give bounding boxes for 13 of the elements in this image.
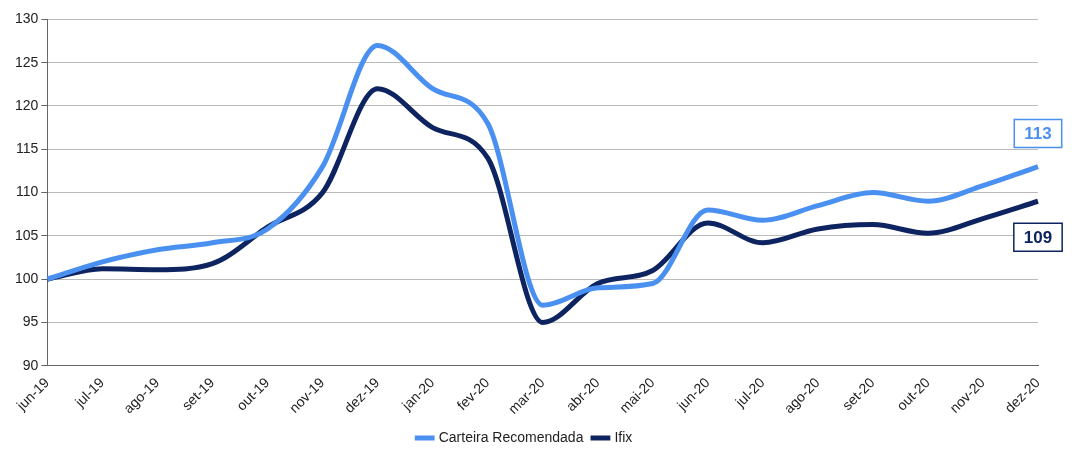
legend-label: Ifix [614, 428, 633, 445]
y-tick-label: 100 [15, 270, 39, 287]
y-tick-label: 120 [15, 96, 39, 113]
y-tick-label: 110 [16, 183, 39, 200]
y-tick-label: 130 [15, 10, 39, 27]
y-tick-label: 115 [16, 140, 39, 157]
data-label: 109 [1023, 227, 1053, 247]
legend-label: Carteira Recomendada [438, 428, 584, 445]
y-tick-label: 90 [22, 356, 39, 373]
y-tick-label: 105 [15, 226, 39, 243]
data-label: 113 [1024, 124, 1052, 144]
y-tick-label: 125 [15, 53, 39, 70]
y-tick-label: 95 [22, 313, 39, 330]
